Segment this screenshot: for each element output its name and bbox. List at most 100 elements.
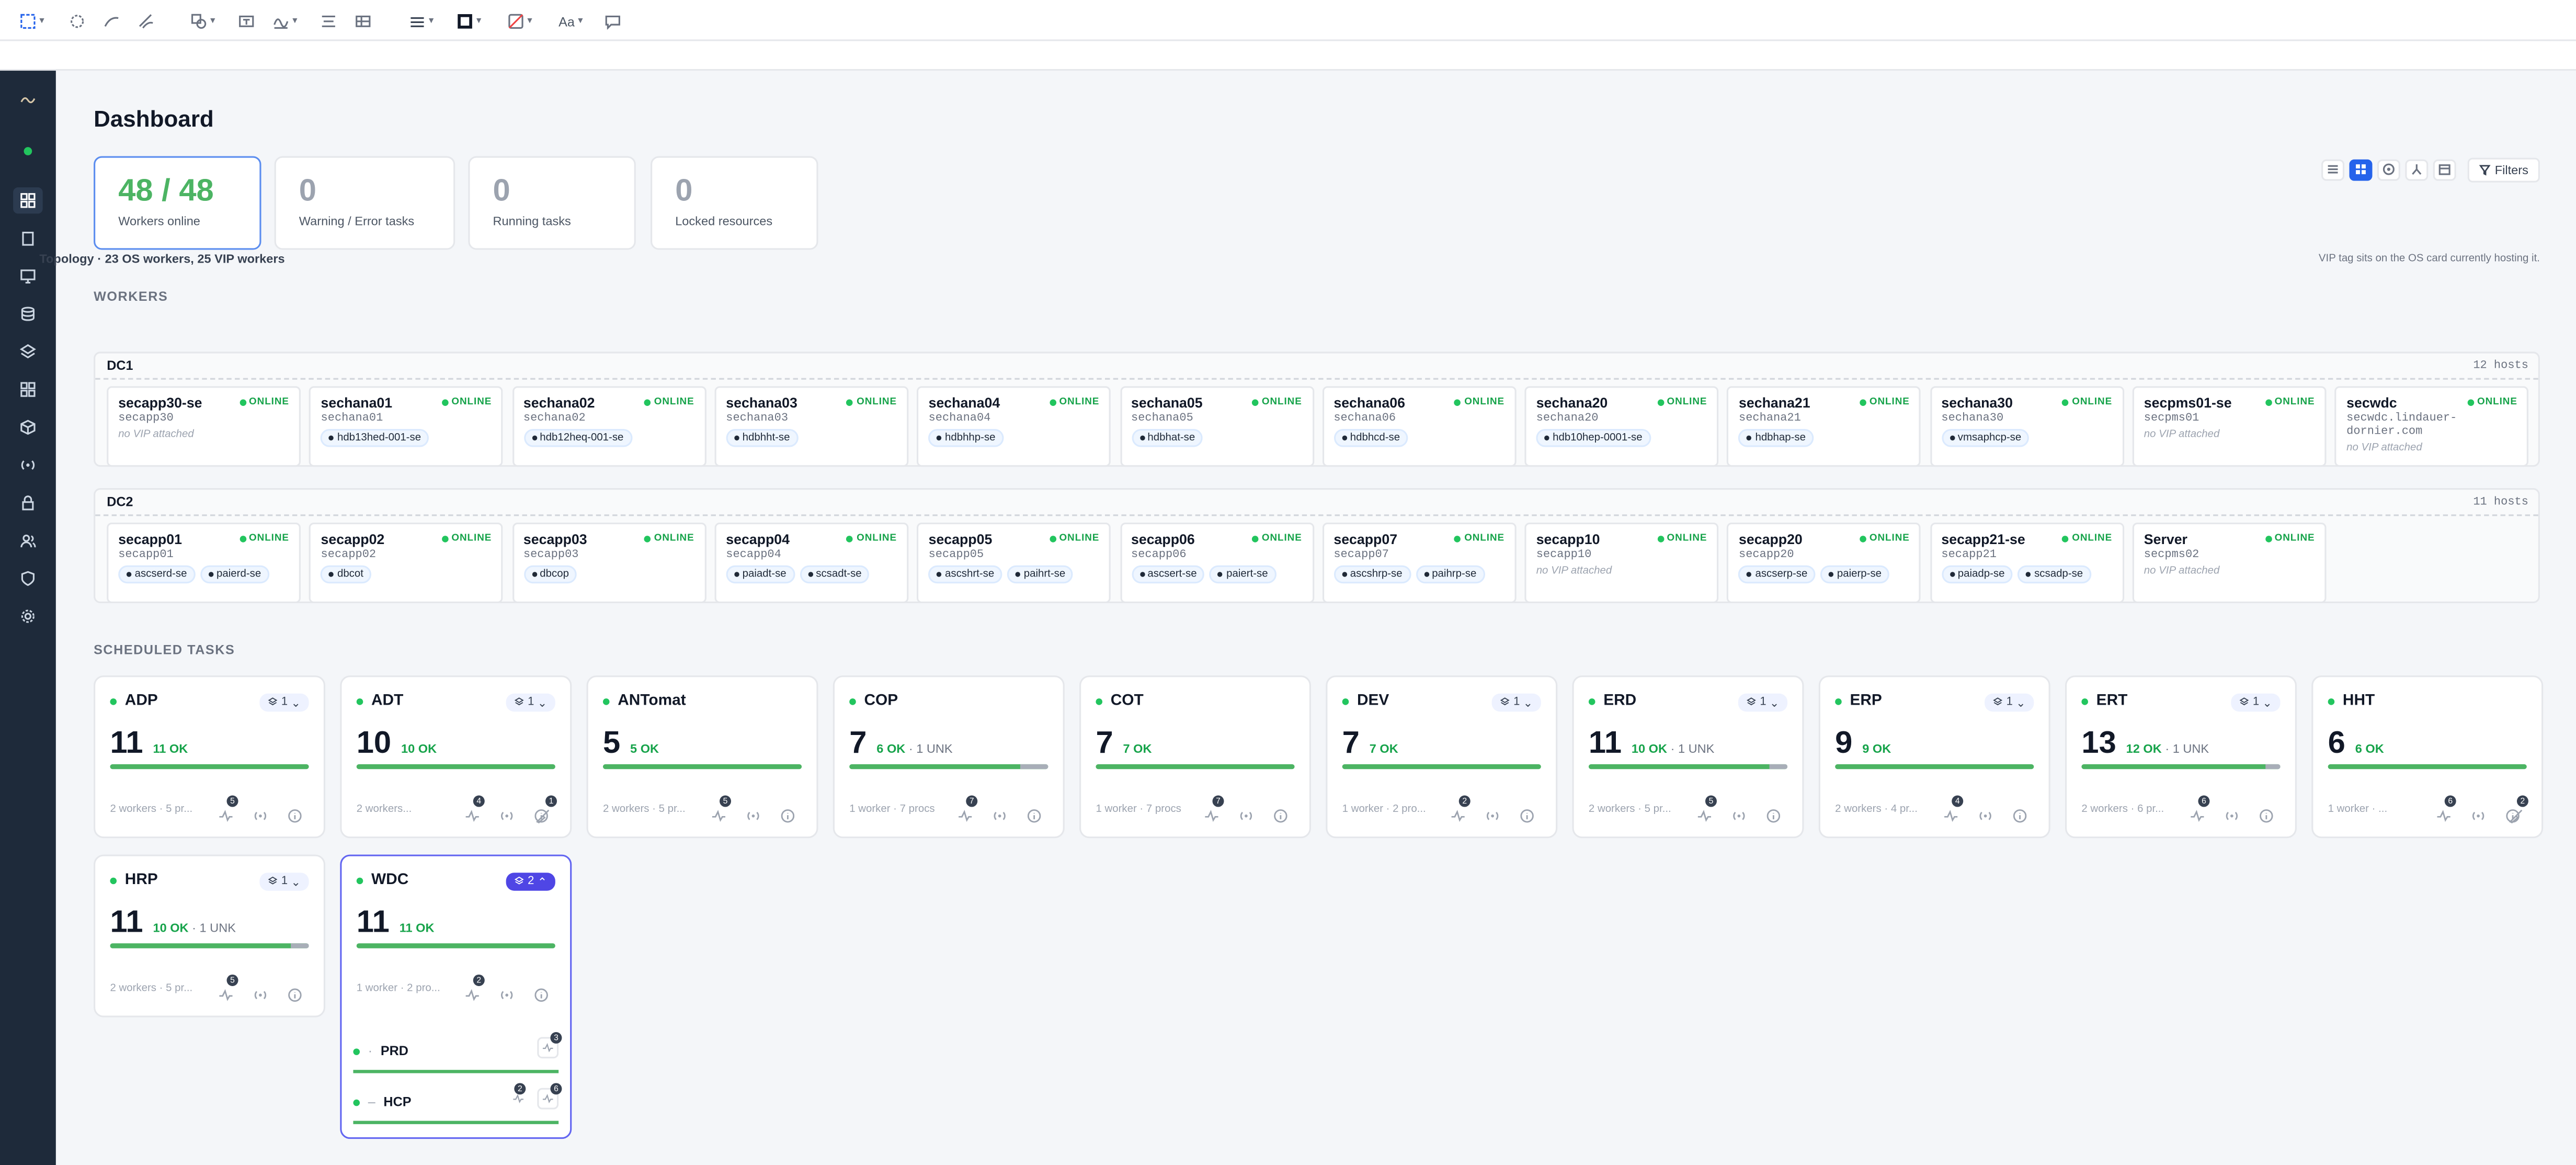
worker-card[interactable]: secapp20 ONLINE secapp20 ascserp-se paierp-s… [1727, 523, 1921, 603]
fill-color-icon[interactable]: ▼ [508, 12, 534, 31]
worker-card[interactable]: secapp06 ONLINE secapp06 ascsert-se paiert-s… [1120, 523, 1314, 603]
vip-tag[interactable]: hdb13hed-001-se [321, 428, 429, 447]
vip-tag[interactable]: scsadt-se [799, 565, 870, 584]
instance-dropdown[interactable]: 2 ⌃ [506, 873, 555, 891]
kpi-running-tasks[interactable]: 0 Running tasks [468, 156, 636, 250]
cleanup-icon[interactable] [2509, 802, 2523, 824]
task-card-wdc[interactable]: WDC 2 ⌃ 11 11 OK 1 worker · 2 pro... 2 · PRD 3– HC… [340, 854, 572, 1139]
broadcast-icon[interactable] [1731, 802, 1746, 820]
vip-tag[interactable]: paiadt-se [726, 565, 795, 584]
info-icon[interactable] [1273, 802, 1288, 823]
font-icon[interactable]: Aa ▼ [558, 14, 585, 29]
worker-card[interactable]: secapp21-se ONLINE secapp21 paiadp-se scsadp… [1930, 523, 2124, 603]
grid-view-icon[interactable] [2349, 159, 2372, 180]
activity-icon[interactable] [1944, 802, 1958, 822]
kpi-workers-online[interactable]: 48 / 48 Workers online [94, 156, 261, 250]
broadcast-icon[interactable] [993, 802, 1007, 820]
vip-tag[interactable]: ascshrp-se [1333, 565, 1411, 584]
broadcast-icon[interactable] [2471, 802, 2486, 820]
vip-tag[interactable]: hdb10hep-0001-se [1536, 428, 1651, 447]
info-icon[interactable] [534, 981, 549, 1002]
info-icon[interactable] [1520, 802, 1534, 823]
worker-card[interactable]: sechana02 ONLINE sechana02 hdb12heq-001-se [511, 386, 706, 467]
broadcast-icon[interactable] [253, 802, 268, 820]
select-tool-icon[interactable]: ▼ [20, 12, 46, 31]
worker-card[interactable]: secwdc ONLINE secwdc.lindauer-dornier.com n… [2335, 386, 2529, 467]
vip-tag[interactable]: ascserp-se [1739, 565, 1816, 584]
vip-tag[interactable]: paihrt-se [1007, 565, 1074, 584]
instance-dropdown[interactable]: 1 ⌄ [1492, 693, 1541, 712]
worker-card[interactable]: secapp03 ONLINE secapp03 dbcop [511, 523, 706, 603]
activity-icon[interactable] [958, 802, 973, 822]
info-icon[interactable] [780, 802, 795, 823]
vip-tag[interactable]: hdbhat-se [1131, 428, 1203, 447]
tree-view-icon[interactable] [2404, 159, 2427, 180]
vip-tag[interactable]: paierd-se [200, 565, 269, 584]
align-icon[interactable] [321, 12, 337, 31]
layers-icon[interactable] [13, 338, 43, 365]
task-card-erp[interactable]: ERP 1 ⌄ 9 9 OK 2 workers · 4 pr... 4 [1818, 675, 2050, 839]
kpi-locked-resources[interactable]: 0 Locked resources [651, 156, 818, 250]
instance-dropdown[interactable]: 1 ⌄ [506, 693, 555, 712]
worker-card[interactable]: sechana04 ONLINE sechana04 hdbhhp-se [917, 386, 1111, 467]
activity-icon[interactable] [219, 981, 233, 1001]
worker-card[interactable]: Server ONLINE secpms02 no VIP attached [2132, 523, 2327, 603]
list-view-icon[interactable] [2320, 159, 2344, 180]
broadcast-icon[interactable] [253, 981, 268, 1000]
task-card-hht[interactable]: HHT 6 6 OK 1 worker · ... 6 2 [2311, 675, 2544, 839]
text-box-icon[interactable] [238, 12, 255, 31]
apps-icon[interactable] [13, 376, 43, 402]
vip-tag[interactable]: dbcop [523, 565, 577, 584]
comment-icon[interactable] [605, 12, 621, 31]
activity-icon[interactable] [2436, 802, 2451, 822]
worker-card[interactable]: sechana21 ONLINE sechana21 hdbhap-se [1727, 386, 1921, 467]
shapes-icon[interactable]: ▼ [190, 12, 217, 31]
vip-tag[interactable]: ascserd-se [118, 565, 196, 584]
calendar-view-icon[interactable] [2432, 159, 2456, 180]
instance-dropdown[interactable]: 1 ⌄ [2231, 693, 2281, 712]
worker-card[interactable]: secapp01 ONLINE secapp01 ascserd-se paierd-s… [107, 523, 301, 603]
clipboard-icon[interactable] [13, 225, 43, 251]
activity-icon[interactable] [465, 981, 480, 1001]
sub-task-hcp[interactable]: – HCP 6 2 [353, 1083, 562, 1129]
task-card-adp[interactable]: ADP 1 ⌄ 11 11 OK 2 workers · 5 pr... 5 [94, 675, 326, 839]
vip-tag[interactable]: paihrp-se [1415, 565, 1485, 584]
task-card-erd[interactable]: ERD 1 ⌄ 11 10 OK · 1 UNK 2 workers · 5 pr... 5 [1572, 675, 1804, 839]
vip-tag[interactable]: paierp-se [1820, 565, 1890, 584]
activity-icon[interactable] [1697, 802, 1712, 822]
info-icon[interactable] [288, 981, 302, 1002]
broadcast-icon[interactable] [746, 802, 760, 820]
info-icon[interactable] [288, 802, 302, 823]
cleanup-icon[interactable] [535, 802, 550, 824]
vip-tag[interactable]: scsadp-se [2018, 565, 2091, 584]
activity-icon[interactable] [219, 802, 233, 822]
task-card-adt[interactable]: ADT 1 ⌄ 10 10 OK 2 workers... 4 1 [340, 675, 572, 839]
instance-dropdown[interactable]: 1 ⌄ [260, 873, 309, 891]
highlighter-icon[interactable] [138, 12, 154, 31]
sub-task-prd[interactable]: · PRD 3 [353, 1032, 562, 1078]
worker-card[interactable]: secapp30-se ONLINE secapp30 no VIP attached [107, 386, 301, 467]
broadcast-icon[interactable] [1239, 802, 1253, 820]
lock-icon[interactable] [13, 490, 43, 516]
worker-card[interactable]: sechana05 ONLINE sechana05 hdbhat-se [1120, 386, 1314, 467]
vip-tag[interactable]: hdbhap-se [1739, 428, 1814, 447]
radar-view-icon[interactable] [2376, 159, 2400, 180]
activity-icon[interactable] [1451, 802, 1465, 822]
table-icon[interactable] [355, 12, 371, 31]
worker-card[interactable]: secapp05 ONLINE secapp05 ascshrt-se paihrt-s… [917, 523, 1111, 603]
worker-card[interactable]: sechana20 ONLINE sechana20 hdb10hep-0001-se [1524, 386, 1719, 467]
broadcast-icon[interactable] [499, 802, 514, 820]
worker-card[interactable]: sechana06 ONLINE sechana06 hdbhcd-se [1322, 386, 1517, 467]
vip-tag[interactable]: ascsert-se [1131, 565, 1205, 584]
task-card-antomat[interactable]: ANTomat 5 5 OK 2 workers · 5 pr... 5 [586, 675, 818, 839]
vip-tag[interactable]: hdb12heq-001-se [523, 428, 632, 447]
task-card-ert[interactable]: ERT 1 ⌄ 13 12 OK · 1 UNK 2 workers · 6 pr... 6 [2065, 675, 2297, 839]
dashboard-icon[interactable] [13, 187, 43, 214]
info-icon[interactable] [2259, 802, 2274, 823]
worker-card[interactable]: secapp07 ONLINE secapp07 ascshrp-se paihrp-s… [1322, 523, 1517, 603]
users-icon[interactable] [13, 527, 43, 553]
vip-tag[interactable]: hdbhcd-se [1333, 428, 1408, 447]
monitor-icon[interactable] [13, 263, 43, 289]
broadcast-icon[interactable] [1978, 802, 1992, 820]
info-icon[interactable] [1766, 802, 1781, 823]
